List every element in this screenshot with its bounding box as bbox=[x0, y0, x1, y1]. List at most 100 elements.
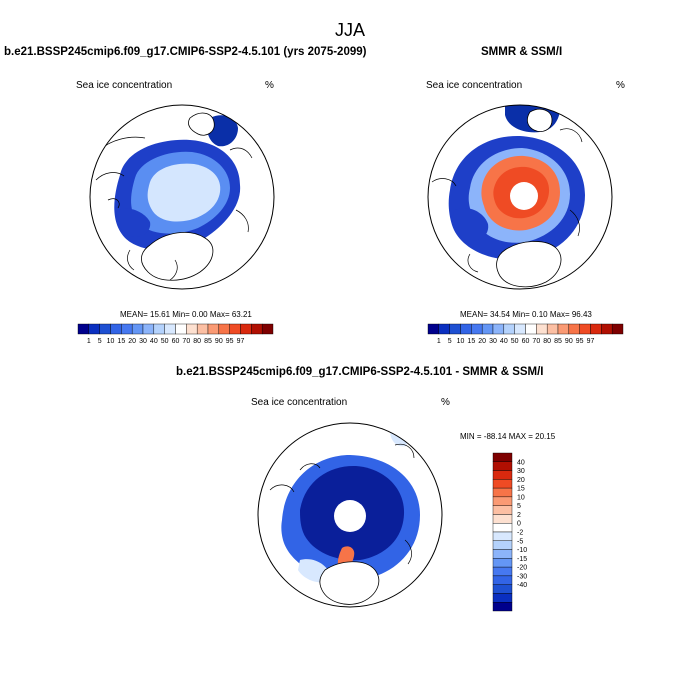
model-colorbar: 1 5 10 15 20 30 40 50 60 70 80 85 90 95 97 bbox=[77, 323, 274, 345]
model-ice-greenland-sea bbox=[207, 115, 238, 147]
model-colorbar-box bbox=[121, 323, 133, 335]
obs-land-siberia bbox=[496, 241, 562, 288]
diff-colorbar-tick-label: 10 bbox=[517, 494, 525, 501]
model-units-label: % bbox=[265, 80, 274, 91]
model-variable-label: Sea ice concentration bbox=[76, 80, 173, 91]
diff-colorbar-box bbox=[492, 452, 513, 462]
diff-colorbar-box bbox=[492, 523, 513, 533]
obs-colorbar-box bbox=[611, 323, 624, 335]
obs-colorbar-box bbox=[438, 323, 450, 335]
diff-colorbar-box bbox=[492, 575, 513, 585]
obs-colorbar-box bbox=[481, 323, 494, 335]
model-land-siberia bbox=[141, 231, 214, 281]
obs-colorbar-tick-label: 60 bbox=[522, 338, 530, 345]
diff-colorbar-tick-label: -15 bbox=[517, 556, 527, 563]
diff-colorbar-tick-label: -20 bbox=[517, 565, 527, 572]
diff-colorbar-tick-label: 40 bbox=[517, 459, 525, 466]
model-land-greenland bbox=[188, 112, 215, 136]
model-colorbar-tick-label: 10 bbox=[107, 338, 115, 345]
obs-colorbar-box bbox=[536, 323, 548, 335]
obs-colorbar-box bbox=[492, 323, 505, 335]
diff-colorbar-tick-label: 15 bbox=[517, 486, 525, 493]
diff-map bbox=[258, 423, 442, 607]
model-colorbar-tick-label: 30 bbox=[139, 338, 147, 345]
model-colorbar-box bbox=[99, 323, 111, 335]
model-colorbar-box bbox=[153, 323, 165, 335]
obs-map bbox=[428, 105, 612, 289]
diff-colorbar-tick-label: 20 bbox=[517, 477, 525, 484]
model-colorbar-tick-label: 90 bbox=[215, 338, 223, 345]
obs-colorbar-tick-label: 97 bbox=[587, 338, 595, 345]
obs-colorbar-box bbox=[568, 323, 580, 335]
diff-variable-label: Sea ice concentration bbox=[251, 397, 348, 408]
model-colorbar-tick-label: 1 bbox=[87, 338, 91, 345]
obs-colorbar-tick-label: 90 bbox=[565, 338, 573, 345]
model-colorbar-box bbox=[77, 323, 90, 335]
diff-units-label: % bbox=[441, 397, 450, 408]
diff-colorbar-box bbox=[492, 558, 513, 568]
diff-colorbar-tick-label: -10 bbox=[517, 547, 527, 554]
diff-colorbar-box bbox=[492, 566, 513, 577]
model-colorbar-tick-label: 40 bbox=[150, 338, 158, 345]
obs-colorbar: 1 5 10 15 20 30 40 50 60 70 80 85 90 95 97 bbox=[427, 323, 624, 345]
model-colorbar-box bbox=[164, 323, 176, 335]
model-colorbar-box bbox=[251, 323, 263, 335]
model-colorbar-box bbox=[261, 323, 274, 335]
diff-colorbar-box bbox=[492, 514, 513, 524]
model-colorbar-tick-label: 50 bbox=[161, 338, 169, 345]
obs-colorbar-box bbox=[471, 323, 483, 335]
model-colorbar-tick-label: 97 bbox=[237, 338, 245, 345]
model-panel-title: b.e21.BSSP245cmip6.f09_g17.CMIP6-SSP2-4.… bbox=[4, 46, 367, 58]
diff-colorbar-box bbox=[492, 584, 513, 594]
diff-colorbar-tick-label: 30 bbox=[517, 468, 525, 475]
model-colorbar-box bbox=[186, 323, 198, 335]
model-colorbar-box bbox=[175, 323, 187, 335]
diff-colorbar-box bbox=[492, 487, 513, 498]
model-ice-inner bbox=[147, 163, 221, 222]
obs-colorbar-tick-label: 40 bbox=[500, 338, 508, 345]
obs-colorbar-box bbox=[503, 323, 515, 335]
diff-colorbar-box bbox=[492, 470, 513, 480]
obs-panel-title: SMMR & SSM/I bbox=[481, 46, 563, 58]
obs-colorbar-box bbox=[460, 323, 472, 335]
model-colorbar-box bbox=[88, 323, 100, 335]
diff-colorbar-box bbox=[492, 479, 513, 489]
obs-units-label: % bbox=[616, 80, 625, 91]
model-coast-detail bbox=[127, 147, 253, 281]
diff-colorbar-box bbox=[492, 461, 513, 471]
obs-colorbar-box bbox=[579, 323, 591, 335]
figure-title: JJA bbox=[334, 20, 365, 40]
model-ice-hudson bbox=[115, 208, 151, 238]
model-colorbar-tick-label: 70 bbox=[182, 338, 190, 345]
obs-colorbar-tick-label: 50 bbox=[511, 338, 519, 345]
obs-colorbar-tick-label: 70 bbox=[532, 338, 540, 345]
diff-coast-detail bbox=[269, 443, 415, 565]
diff-colorbar-tick-label: 2 bbox=[517, 512, 521, 519]
model-colorbar-box bbox=[142, 323, 155, 335]
diff-pole-hole bbox=[334, 500, 366, 532]
model-colorbar-tick-label: 5 bbox=[98, 338, 102, 345]
obs-colorbar-tick-label: 95 bbox=[576, 338, 584, 345]
obs-colorbar-tick-label: 15 bbox=[467, 338, 475, 345]
diff-land-siberia bbox=[319, 561, 380, 605]
model-colorbar-box bbox=[240, 323, 252, 335]
model-stats: MEAN= 15.61 Min= 0.00 Max= 63.21 bbox=[120, 310, 252, 319]
model-map bbox=[90, 105, 274, 289]
model-colorbar-box bbox=[131, 323, 144, 335]
obs-colorbar-tick-label: 80 bbox=[543, 338, 551, 345]
diff-colorbar-box bbox=[492, 531, 513, 541]
diff-map-border bbox=[257, 422, 443, 608]
model-colorbar-tick-label: 80 bbox=[193, 338, 201, 345]
diff-colorbar-tick-label: -2 bbox=[517, 530, 523, 537]
diff-colorbar-box bbox=[492, 496, 513, 506]
obs-stats: MEAN= 34.54 Min= 0.10 Max= 96.43 bbox=[460, 310, 592, 319]
obs-colorbar-box bbox=[449, 323, 461, 335]
obs-coast-detail bbox=[431, 128, 583, 273]
model-colorbar-tick-label: 95 bbox=[226, 338, 234, 345]
diff-minmax: MIN = -88.14 MAX = 20.15 bbox=[460, 432, 556, 441]
diff-colorbar-box bbox=[492, 602, 513, 612]
obs-colorbar-tick-label: 20 bbox=[478, 338, 486, 345]
obs-colorbar-box bbox=[557, 323, 570, 335]
